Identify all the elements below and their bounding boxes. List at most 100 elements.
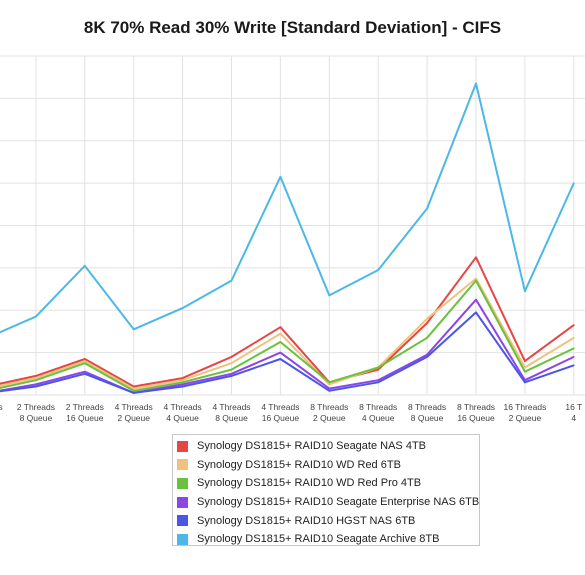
data-point xyxy=(181,381,184,384)
legend-item: Synology DS1815+ RAID10 HGST NAS 6TB xyxy=(177,511,479,530)
x-tick-label: 8 Threads xyxy=(408,402,446,412)
legend-label: Synology DS1815+ RAID10 HGST NAS 6TB xyxy=(197,514,416,527)
data-point xyxy=(524,381,526,384)
x-tick-label: 4 Threads xyxy=(261,402,299,412)
x-tick-label: 16 Queue xyxy=(262,413,300,423)
data-point xyxy=(230,279,233,282)
data-point xyxy=(328,389,331,392)
x-tick-label: 16 Threads xyxy=(503,402,546,412)
data-point xyxy=(279,332,282,335)
data-point xyxy=(84,360,86,362)
data-point xyxy=(426,356,428,358)
legend-label: Synology DS1815+ RAID10 WD Red 6TB xyxy=(197,458,401,471)
data-point xyxy=(475,256,477,259)
series-lines xyxy=(0,82,575,394)
x-tick-label: 16 Queue xyxy=(457,413,495,423)
data-point xyxy=(84,370,86,373)
legend-item: Synology DS1815+ RAID10 Seagate NAS 4TB xyxy=(177,437,479,456)
data-point xyxy=(230,362,233,365)
data-point xyxy=(573,182,575,184)
data-point xyxy=(35,377,37,379)
data-point xyxy=(328,294,331,297)
data-point xyxy=(573,364,575,367)
x-tick-label: 8 Threads xyxy=(457,402,495,412)
data-point xyxy=(230,375,233,377)
data-point xyxy=(573,356,575,358)
data-point xyxy=(426,317,428,320)
x-tick-label: 16 Queue xyxy=(66,413,104,423)
x-tick-label: 16 T xyxy=(565,402,582,412)
data-point xyxy=(524,370,526,373)
legend-swatch xyxy=(177,533,188,545)
data-point xyxy=(279,175,282,178)
data-point xyxy=(475,82,477,85)
x-tick-label: 8 Queue xyxy=(20,413,53,423)
data-point xyxy=(524,290,526,292)
data-point xyxy=(377,366,380,369)
data-point xyxy=(524,366,526,369)
x-tick-label: 8 Threads xyxy=(310,402,348,412)
data-point xyxy=(279,326,282,329)
chart-title: 8K 70% Read 30% Write [Standard Deviatio… xyxy=(83,18,502,37)
data-point xyxy=(230,373,233,375)
legend-swatch xyxy=(177,496,188,508)
data-point xyxy=(35,385,37,388)
data-point xyxy=(181,307,184,309)
data-point xyxy=(132,392,135,394)
data-point xyxy=(181,379,184,381)
data-point xyxy=(35,375,37,377)
x-tick-label: 4 xyxy=(571,413,576,423)
data-point xyxy=(230,356,233,358)
legend-swatch xyxy=(177,477,188,489)
x-tick-label: 4 Queue xyxy=(362,413,395,423)
data-point xyxy=(35,383,37,386)
data-point xyxy=(573,347,575,350)
series-line-0 xyxy=(0,256,575,388)
data-point xyxy=(377,269,380,271)
x-tick-label: 2 Threads xyxy=(66,402,104,412)
data-point xyxy=(426,353,428,356)
x-tick-label: 8 Threads xyxy=(359,402,397,412)
data-point xyxy=(181,383,184,386)
data-point xyxy=(328,381,331,384)
data-point xyxy=(84,373,86,375)
x-tick-label: 4 Queue xyxy=(166,413,199,423)
data-point xyxy=(573,336,575,339)
data-point xyxy=(426,322,428,324)
data-point xyxy=(181,385,184,388)
data-point xyxy=(377,379,380,381)
data-point xyxy=(132,328,135,331)
legend-item: Synology DS1815+ RAID10 Seagate Archive … xyxy=(177,530,479,549)
data-point xyxy=(84,362,86,365)
data-point xyxy=(132,387,135,390)
data-point xyxy=(132,389,135,392)
data-point xyxy=(181,377,184,379)
data-point xyxy=(35,379,37,381)
data-point xyxy=(475,298,477,301)
data-point xyxy=(84,358,86,360)
legend-swatch xyxy=(177,459,188,471)
data-point xyxy=(328,387,331,390)
x-tick-label: 8 Queue xyxy=(411,413,444,423)
data-point xyxy=(230,368,233,371)
x-tick-label: Threads xyxy=(0,402,3,412)
x-tick-label: 8 Queue xyxy=(215,413,248,423)
x-tick-label: 2 Queue xyxy=(313,413,346,423)
data-point xyxy=(426,336,428,339)
x-tick-label: 4 Threads xyxy=(115,402,153,412)
data-point xyxy=(475,279,477,282)
x-tick-label: 2 Queue xyxy=(509,413,542,423)
x-tick-label: 4 Threads xyxy=(212,402,250,412)
legend-label: Synology DS1815+ RAID10 WD Red Pro 4TB xyxy=(197,477,422,490)
data-point xyxy=(35,315,37,318)
legend-label: Synology DS1815+ RAID10 Seagate Archive … xyxy=(197,533,440,546)
data-point xyxy=(524,360,526,362)
x-tick-label: 4 Threads xyxy=(164,402,202,412)
legend-swatch xyxy=(177,515,188,527)
legend-item: Synology DS1815+ RAID10 WD Red Pro 4TB xyxy=(177,474,479,493)
data-point xyxy=(328,383,331,386)
data-point xyxy=(279,358,282,360)
legend-item: Synology DS1815+ RAID10 WD Red 6TB xyxy=(177,456,479,475)
data-point xyxy=(426,207,428,210)
